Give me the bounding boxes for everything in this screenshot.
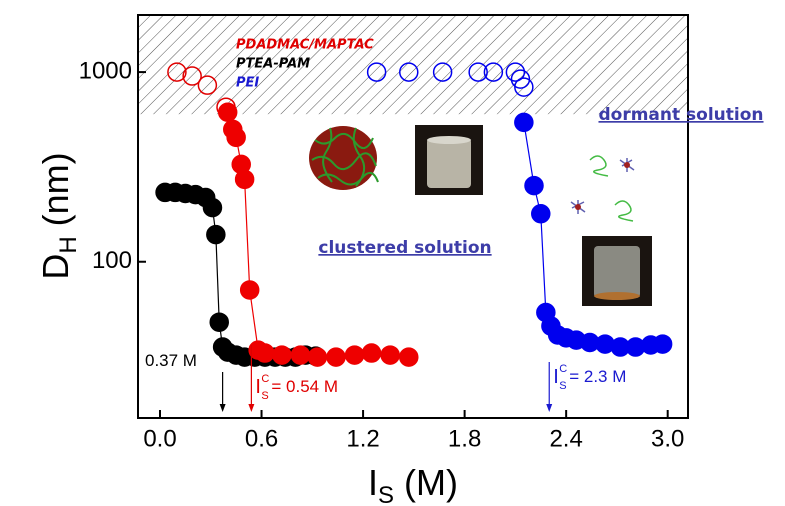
data-point	[380, 345, 400, 365]
arrow-head	[546, 404, 553, 412]
vial-photo	[582, 236, 652, 306]
open-data-point	[505, 62, 526, 82]
open-data-point	[510, 69, 531, 89]
open-data-point	[366, 62, 387, 82]
polymer-illustration	[570, 155, 635, 222]
data-point	[344, 345, 365, 365]
data-point	[239, 280, 260, 300]
x-tick-label: 1.2	[346, 425, 379, 452]
data-point	[326, 347, 346, 367]
text-part: S	[559, 380, 566, 392]
data-point	[217, 102, 238, 123]
legend-label: PEI	[236, 76, 259, 91]
note: dormant solution	[598, 105, 763, 125]
x-tick-label: 0.6	[245, 425, 278, 452]
open-data-point	[514, 77, 534, 97]
text-part: D	[35, 254, 76, 280]
annotation-label: IC S = 0.54 M	[255, 373, 338, 402]
text-part: 0.37 M	[145, 351, 197, 370]
open-data-point	[197, 75, 218, 95]
series-line	[165, 191, 316, 358]
open-data-point	[432, 62, 453, 82]
data-point	[290, 345, 311, 365]
annotation-label: IC S = 2.3 M	[553, 363, 626, 392]
x-tick-label: 2.4	[549, 425, 582, 452]
open-data-point	[468, 62, 488, 82]
y-tick-label: 1000	[79, 57, 132, 84]
y-tick-label: 100	[92, 247, 132, 274]
text-part: = 0.54 M	[271, 377, 338, 396]
data-point	[361, 343, 382, 363]
open-data-point	[399, 62, 419, 82]
plot-area	[138, 15, 688, 367]
text-part: I	[368, 462, 378, 503]
arrow-head	[248, 404, 255, 412]
data-point	[399, 347, 419, 367]
open-data-point	[483, 62, 504, 82]
y-axis-label: DH (nm)	[35, 152, 83, 279]
cluster-illustration	[309, 126, 379, 190]
data-point	[209, 312, 229, 332]
data-point	[226, 127, 246, 148]
text-part: I	[553, 366, 559, 388]
legend-label: PDADMAC/MAPTAC	[236, 38, 374, 53]
data-point	[307, 347, 328, 367]
text-part: S	[261, 390, 268, 402]
legend-label: PTEA-PAM	[236, 57, 310, 72]
x-tick-label: 1.8	[448, 425, 481, 452]
text-part: C	[261, 373, 269, 385]
open-data-point	[182, 66, 202, 86]
arrow-head	[219, 404, 226, 412]
data-point	[524, 175, 544, 196]
open-data-point	[167, 62, 187, 82]
x-tick-label: 3.0	[651, 425, 684, 452]
text-part: I	[255, 376, 261, 398]
data-point	[255, 343, 275, 363]
annotation-label: 0.37 M	[145, 351, 197, 370]
data-point	[531, 204, 551, 224]
x-tick-label: 0.0	[143, 425, 176, 452]
data-point	[272, 345, 292, 365]
data-point	[514, 112, 534, 133]
text-part: (nm)	[35, 152, 76, 236]
text-part: (M)	[394, 462, 458, 503]
text-part: S	[378, 482, 394, 506]
x-axis-label: IS (M)	[368, 462, 458, 506]
data-point	[652, 334, 673, 354]
data-point	[234, 169, 255, 190]
note: clustered solution	[318, 238, 491, 258]
text-part: H	[55, 236, 82, 253]
data-point	[202, 197, 223, 218]
text-part: = 2.3 M	[569, 367, 626, 386]
text-part: C	[559, 363, 567, 375]
plot-frame	[137, 14, 689, 419]
data-point	[206, 224, 226, 245]
vial-photo	[415, 125, 483, 195]
